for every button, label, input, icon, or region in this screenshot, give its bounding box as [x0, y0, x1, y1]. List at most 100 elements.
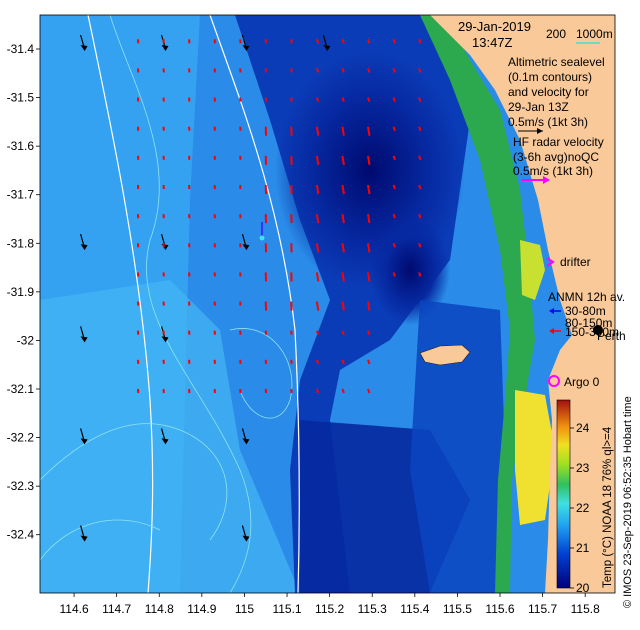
- isobath-1000m: [87, 15, 154, 593]
- anmn-item-shallow: 30-80m: [565, 304, 606, 318]
- y-tick-label: -31.8: [7, 236, 35, 250]
- colorbar-tick-label: 20: [576, 581, 590, 595]
- altimetry-velocity-arrowhead: [80, 244, 88, 251]
- credit-label: © IMOS 23-Sep-2019 06:52:35 Hobart time: [622, 396, 634, 608]
- x-tick-label: 115.4: [400, 602, 429, 616]
- x-tick-label: 114.6: [60, 602, 89, 616]
- hf-radar-arrow: [366, 272, 371, 282]
- colorbar: [556, 399, 571, 589]
- x-tick-label: 115.1: [272, 602, 301, 616]
- sla-contour-2: [40, 423, 228, 541]
- altimetry-velocity-arrowhead: [242, 535, 250, 542]
- isobath-label-1000: 1000m: [576, 27, 613, 41]
- hf-radar-arrow: [392, 155, 396, 161]
- hf-radar-line-1: HF radar velocity: [513, 135, 604, 149]
- hf-radar-arrow: [341, 388, 345, 394]
- x-tick-label: 115: [235, 602, 254, 616]
- x-tick-label: 115.8: [571, 602, 600, 616]
- hf-radar-arrow: [315, 272, 320, 282]
- argo-marker: [548, 375, 560, 387]
- y-tick-label: -32.4: [7, 528, 35, 542]
- altimetry-line-3: and velocity for: [508, 85, 589, 99]
- date-label: 29-Jan-2019: [458, 19, 531, 34]
- hf-radar-arrow: [367, 38, 371, 44]
- hf-radar-arrow: [367, 97, 371, 102]
- hf-radar-arrow: [366, 184, 371, 195]
- colorbar-tick-label: 21: [576, 541, 590, 555]
- y-tick-label: -31.9: [7, 285, 35, 299]
- anmn-item-mid: 80-150m: [565, 316, 612, 330]
- drifter-legend-icon: [546, 257, 555, 267]
- hf-radar-arrow: [392, 272, 396, 277]
- hf-radar-arrow: [366, 155, 371, 166]
- coastal-warm-strip: [420, 15, 535, 593]
- altimetry-velocity-arrowhead: [242, 438, 250, 445]
- hf-radar-arrow: [341, 359, 345, 365]
- rottnest-island: [419, 344, 471, 366]
- hf-radar-arrow: [418, 242, 422, 248]
- colorbar-title: Temp (°C) NOAA 18 76% ql>=4: [602, 426, 614, 588]
- x-tick-label: 115.3: [358, 602, 387, 616]
- perth-marker: [593, 325, 603, 335]
- hf-radar-arrow: [315, 359, 320, 365]
- y-tick-label: -32.3: [7, 479, 35, 493]
- altimetry-velocity-arrowhead: [161, 45, 169, 51]
- hf-radar-arrow: [418, 272, 422, 277]
- altimetry-velocity-arrowhead: [80, 336, 88, 343]
- hf-radar-arrow: [341, 155, 345, 166]
- x-tick-label: 114.7: [102, 602, 131, 616]
- x-tick-label: 115.2: [315, 602, 344, 616]
- hf-radar-arrow: [392, 126, 396, 132]
- altimetry-line-2: (0.1m contours): [508, 70, 592, 84]
- drifter-label: drifter: [560, 255, 591, 269]
- hf-radar-arrow: [341, 301, 345, 311]
- hf-radar-arrow: [418, 126, 422, 132]
- colorbar-tick-label: 23: [576, 461, 590, 475]
- sla-contour-4: [229, 328, 293, 419]
- velocity-arrows: [80, 34, 422, 542]
- hf-radar-arrow: [367, 330, 371, 336]
- y-tick-label: -31.4: [7, 42, 35, 56]
- y-tick-label: -32.2: [7, 431, 35, 445]
- x-axis: 114.6 114.7 114.8 114.9 115 115.1 115.2 115.3 11…: [60, 593, 600, 616]
- hf-radar-arrow: [315, 68, 320, 73]
- hf-radar-arrow: [366, 243, 371, 253]
- hf-radar-arrow: [315, 126, 320, 136]
- altimetry-velocity-arrowhead: [80, 535, 88, 542]
- plot-area: [40, 15, 615, 593]
- hf-radar-arrow: [341, 330, 345, 336]
- argo-label: Argo 0: [564, 375, 600, 389]
- altimetry-scale-arrowhead: [537, 128, 543, 134]
- hf-radar-arrow: [315, 243, 320, 253]
- altimetry-velocity-arrowhead: [161, 336, 169, 343]
- x-tick-label: 115.6: [485, 602, 514, 616]
- altimetry-line-4: 29-Jan 13Z: [508, 100, 569, 114]
- hf-radar-arrow: [367, 68, 371, 73]
- y-axis: -31.4 -31.5 -31.6 -31.7 -31.8 -31.9 -32 -32.1 -3…: [7, 42, 40, 542]
- altimetry-velocity-arrowhead: [242, 45, 250, 51]
- y-tick-label: -32.1: [7, 382, 35, 396]
- hf-radar-arrow: [392, 213, 396, 219]
- warm-shelf-patch: [515, 390, 555, 525]
- anmn-item-deep: 150-300m: [565, 325, 619, 339]
- hf-radar-arrow: [315, 213, 320, 224]
- altimetry-velocity-arrowhead: [80, 45, 88, 51]
- y-tick-label: -31.6: [7, 139, 35, 153]
- anmn-title: ANMN 12h av.: [548, 290, 625, 304]
- hf-radar-arrow: [315, 38, 320, 44]
- y-tick-label: -31.5: [7, 91, 35, 105]
- hf-radar-arrow: [367, 388, 371, 394]
- hf-radar-arrow: [341, 38, 345, 44]
- hf-radar-scale-arrowhead: [543, 176, 550, 184]
- hf-radar-arrow: [315, 97, 320, 102]
- place-label-perth: Perth: [597, 329, 626, 343]
- isobath-label-200: 200: [546, 27, 566, 41]
- hf-radar-arrow: [418, 68, 422, 73]
- y-tick-label: -32: [17, 333, 35, 347]
- colorbar-tick-label: 24: [576, 421, 590, 435]
- x-tick-label: 114.8: [145, 602, 174, 616]
- time-label: 13:47Z: [472, 35, 513, 50]
- altimetry-line-5: 0.5m/s (1kt 3h): [508, 115, 588, 129]
- x-tick-label: 115.5: [443, 602, 472, 616]
